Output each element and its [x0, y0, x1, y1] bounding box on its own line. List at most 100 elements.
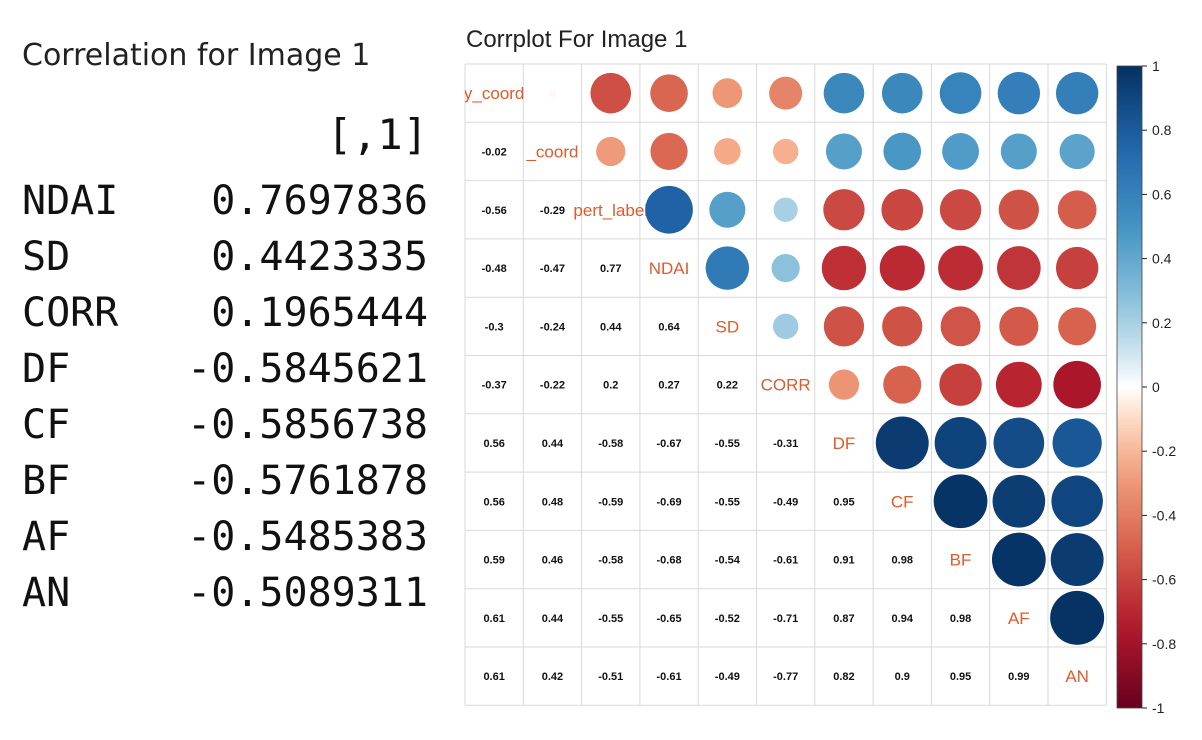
corr-circle	[938, 245, 983, 291]
corr-value-label: -0.48	[482, 263, 507, 275]
variable-label: CORR	[761, 376, 811, 395]
corr-value-label: -0.55	[715, 438, 740, 450]
colorbar-tick-label: 0.4	[1152, 251, 1172, 267]
corr-value-label: 0.98	[950, 613, 971, 625]
corr-value-label: -0.61	[657, 671, 682, 683]
corr-value-label: 0.59	[483, 555, 504, 567]
corr-value-label: -0.67	[657, 438, 682, 450]
row-name: DF	[22, 346, 71, 392]
row-name: NDAI	[22, 178, 119, 224]
corr-circle	[1000, 133, 1037, 170]
corr-value-label: -0.52	[715, 613, 740, 625]
colorbar-tick-label: -1	[1152, 700, 1165, 716]
corr-circle	[548, 89, 557, 97]
corr-value-label: 0.46	[542, 555, 563, 567]
colorbar-tick-label: 1	[1152, 58, 1160, 74]
corr-circle	[993, 417, 1045, 469]
colorbar-tick-label: 0.2	[1152, 315, 1172, 331]
corr-value-label: -0.71	[773, 613, 798, 625]
corr-value-label: -0.77	[773, 671, 798, 683]
row-name: AF	[22, 514, 71, 560]
corr-value-label: 0.27	[658, 380, 679, 392]
corr-circle	[1050, 590, 1105, 645]
corr-circle	[995, 361, 1042, 408]
corr-value-label: 0.42	[542, 671, 563, 683]
corr-value-label: 0.44	[600, 321, 622, 333]
corr-value-label: -0.51	[598, 671, 623, 683]
colorbar-gradient	[1116, 65, 1143, 709]
colorbar-tick-label: -0.2	[1152, 443, 1176, 459]
corr-circle	[991, 532, 1046, 587]
corr-value-label: -0.65	[657, 613, 682, 625]
corr-circle	[939, 72, 982, 114]
row-value: 0.4423335	[211, 234, 428, 280]
corr-circle	[998, 189, 1039, 230]
corr-circle	[992, 474, 1046, 528]
variable-label: pert_label	[573, 201, 648, 220]
corr-circle	[714, 138, 741, 165]
corr-value-label: 0.94	[892, 613, 914, 625]
corr-circle	[828, 369, 860, 400]
corr-circle	[590, 72, 632, 114]
corr-value-label: -0.54	[715, 555, 741, 567]
corr-value-label: 0.44	[542, 438, 564, 450]
corr-value-label: 0.61	[483, 671, 504, 683]
row-value: 0.7697836	[211, 178, 428, 224]
row-value: -0.5089311	[187, 570, 428, 616]
corr-value-label: -0.3	[485, 321, 504, 333]
variable-label: y_coord	[464, 84, 524, 103]
corr-circle	[883, 365, 922, 404]
corr-circle	[997, 71, 1041, 115]
corr-value-label: 0.95	[833, 496, 854, 508]
row-value: -0.5761878	[187, 458, 428, 504]
corr-value-label: 0.2	[603, 380, 618, 392]
row-value: -0.5485383	[187, 514, 428, 560]
corr-circle	[996, 246, 1041, 290]
corr-circle	[825, 133, 862, 170]
corr-circle	[773, 197, 798, 222]
corr-circle	[875, 416, 929, 470]
corr-value-label: 0.64	[658, 321, 680, 333]
corr-value-label: -0.02	[482, 146, 507, 158]
corr-circle	[1052, 418, 1102, 468]
corr-circle	[772, 138, 799, 165]
variable-label: BF	[950, 551, 972, 570]
column-header: [,1]	[326, 110, 428, 159]
colorbar-tick-label: 0.6	[1152, 186, 1172, 202]
corr-value-label: 0.61	[483, 613, 504, 625]
corr-circle	[1055, 71, 1099, 115]
colorbar-tick-label: -0.8	[1152, 636, 1176, 652]
corr-value-label: -0.55	[715, 496, 740, 508]
corr-circle	[882, 306, 923, 347]
variable-label: CF	[891, 492, 914, 511]
corr-circle	[1051, 475, 1103, 528]
variable-label: DF	[833, 434, 856, 453]
corr-grid	[464, 63, 1107, 706]
corr-circle	[712, 78, 743, 109]
corr-circle	[650, 132, 688, 171]
corr-circle	[709, 191, 746, 228]
corr-circle	[939, 363, 982, 406]
corr-circle	[769, 76, 803, 110]
corr-value-label: -0.59	[598, 496, 623, 508]
corr-circle	[650, 74, 688, 112]
variable-label: SD	[716, 317, 740, 336]
corr-value-label: 0.9	[895, 671, 910, 683]
corr-circle	[823, 189, 865, 231]
corr-circle	[1053, 360, 1101, 409]
corr-circle	[823, 306, 865, 347]
corr-circle	[942, 133, 979, 170]
left-table-title: Correlation for Image 1	[22, 38, 371, 73]
corr-circle	[1058, 307, 1097, 346]
corr-value-label: 0.77	[600, 263, 621, 275]
corr-circle	[1059, 133, 1095, 170]
row-name: CF	[22, 402, 71, 448]
corr-value-label: 0.56	[483, 438, 504, 450]
corr-circle	[999, 306, 1039, 346]
corr-value-label: 0.91	[833, 555, 854, 567]
corr-circle	[1050, 533, 1104, 587]
variable-label: AF	[1008, 609, 1030, 628]
row-name: SD	[22, 234, 71, 280]
corr-value-label: 0.22	[717, 380, 738, 392]
